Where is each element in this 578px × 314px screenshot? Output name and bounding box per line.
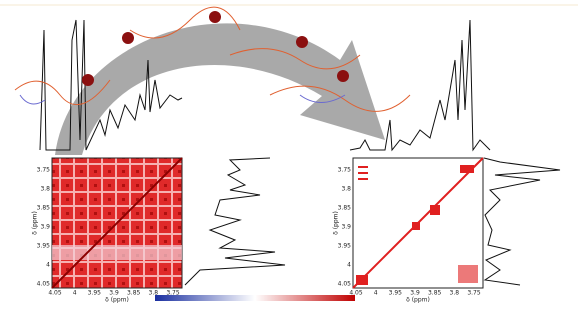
y-tick-label: 3.8 bbox=[40, 186, 50, 193]
x-tick-label: 3.95 bbox=[88, 290, 102, 297]
graphic: 4.05 4 3.95 3.9 3.85 3.8 3.75 3.75 3.8 3.85 3.9 3.9… bbox=[0, 0, 578, 314]
molecule-node bbox=[122, 32, 134, 44]
x-tick-label: 3.8 bbox=[149, 290, 159, 297]
x-tick-label: 3.9 bbox=[410, 290, 420, 297]
y-tick-label: 3.75 bbox=[37, 167, 51, 174]
molecule-node bbox=[82, 74, 94, 86]
x-tick-label: 3.95 bbox=[389, 290, 403, 297]
heatmap-band bbox=[52, 245, 182, 260]
y-tick-label: 3.95 bbox=[338, 243, 352, 250]
y-tick-label: 3.85 bbox=[37, 205, 51, 212]
x-axis-label: δ (ppm) bbox=[406, 297, 430, 304]
y-tick-label: 4 bbox=[46, 262, 50, 269]
y-tick-label: 3.9 bbox=[341, 224, 351, 231]
x-tick-label: 3.75 bbox=[467, 290, 481, 297]
figure: 4.05 4 3.95 3.9 3.85 3.8 3.75 3.75 3.8 3.85 3.9 3.9… bbox=[0, 0, 578, 314]
x-tick-label: 3.75 bbox=[166, 290, 180, 297]
arrow bbox=[55, 23, 385, 155]
x-axis-label: δ (ppm) bbox=[105, 297, 129, 304]
y-tick-label: 3.95 bbox=[37, 243, 51, 250]
y-tick-label: 4 bbox=[347, 262, 351, 269]
x-tick-label: 3.85 bbox=[127, 290, 141, 297]
spectrum-side-left bbox=[185, 158, 285, 285]
x-tick-label: 4 bbox=[73, 290, 77, 297]
spectrum-side-right bbox=[484, 158, 560, 285]
y-tick-label: 4.05 bbox=[338, 281, 352, 288]
y-tick-label: 3.75 bbox=[338, 167, 352, 174]
y-axis-label: δ (ppm) bbox=[32, 211, 39, 235]
molecule-node bbox=[209, 11, 221, 23]
molecule-node bbox=[296, 36, 308, 48]
colorbar bbox=[155, 295, 355, 301]
molecule-node bbox=[337, 70, 349, 82]
x-tick-label: 4.05 bbox=[48, 290, 62, 297]
y-axis-label: δ (ppm) bbox=[333, 211, 340, 235]
x-tick-label: 3.9 bbox=[109, 290, 119, 297]
x-tick-label: 3.85 bbox=[428, 290, 442, 297]
y-tick-label: 3.85 bbox=[338, 205, 352, 212]
y-tick-label: 4.05 bbox=[37, 281, 51, 288]
x-tick-label: 4.05 bbox=[349, 290, 363, 297]
y-tick-label: 3.8 bbox=[341, 186, 351, 193]
x-tick-label: 4 bbox=[374, 290, 378, 297]
x-tick-label: 3.8 bbox=[450, 290, 460, 297]
y-tick-label: 3.9 bbox=[40, 224, 50, 231]
